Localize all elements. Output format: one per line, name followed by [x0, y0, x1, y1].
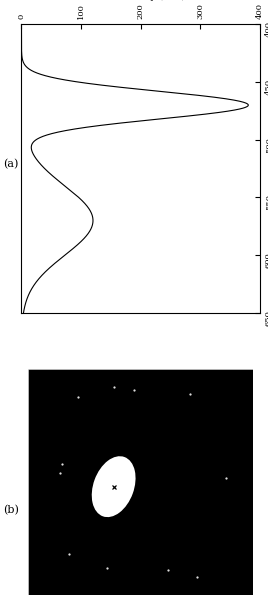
Text: (a): (a) — [3, 159, 18, 169]
Text: (b): (b) — [3, 505, 18, 515]
Ellipse shape — [92, 456, 136, 517]
X-axis label: PL Intensity (a.u.): PL Intensity (a.u.) — [96, 0, 185, 1]
